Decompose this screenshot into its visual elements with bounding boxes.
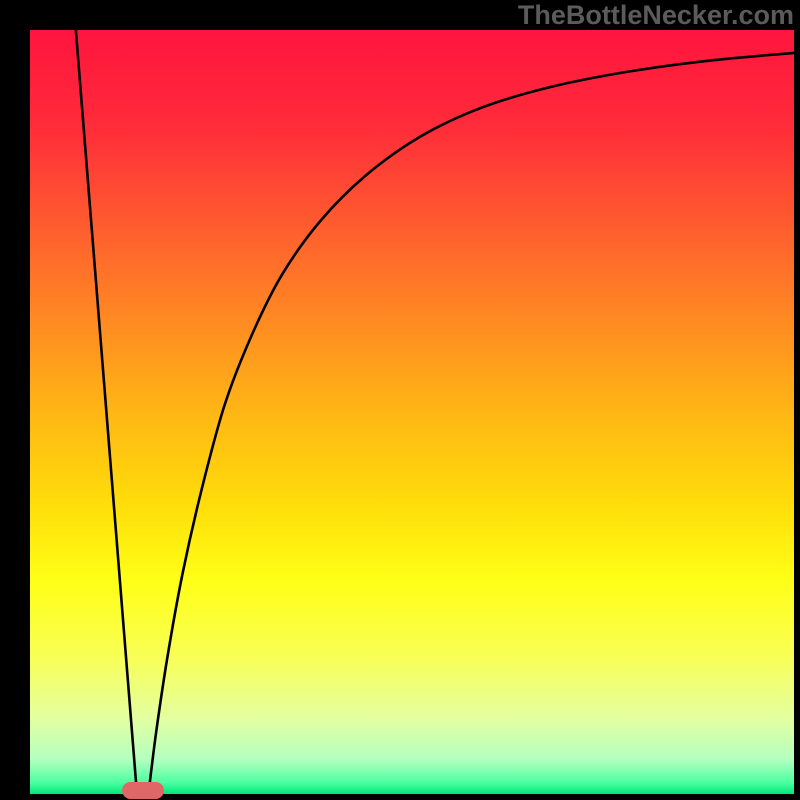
right-rising-curve xyxy=(148,53,794,794)
plot-area xyxy=(30,30,794,794)
chart-container: TheBottleNecker.com xyxy=(0,0,800,800)
bottleneck-marker xyxy=(122,782,164,799)
left-descending-line xyxy=(76,30,137,794)
watermark-text: TheBottleNecker.com xyxy=(518,0,794,31)
curve-layer xyxy=(30,30,794,794)
